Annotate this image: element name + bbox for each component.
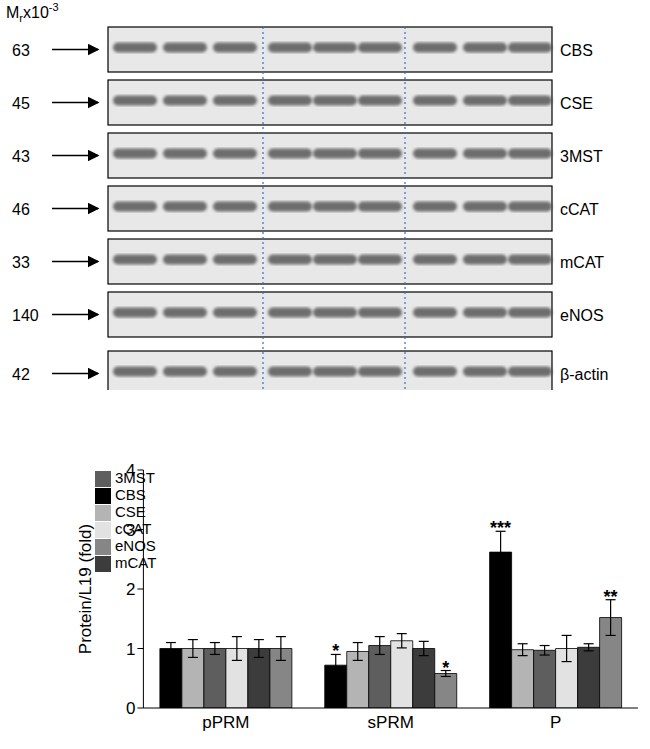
svg-text:β-actin: β-actin bbox=[560, 366, 608, 383]
svg-text:Mrx10-3: Mrx10-3 bbox=[8, 1, 59, 24]
svg-text:sPRM: sPRM bbox=[368, 713, 414, 732]
svg-text:3: 3 bbox=[126, 521, 135, 540]
svg-text:42: 42 bbox=[12, 366, 30, 383]
svg-text:3MST: 3MST bbox=[560, 148, 603, 165]
svg-text:*: * bbox=[332, 641, 339, 661]
svg-text:**: ** bbox=[604, 587, 618, 607]
svg-text:P: P bbox=[550, 713, 561, 732]
svg-text:mCAT: mCAT bbox=[560, 254, 604, 271]
svg-text:***: *** bbox=[490, 518, 511, 538]
svg-text:CSE: CSE bbox=[560, 95, 593, 112]
svg-text:43: 43 bbox=[12, 148, 30, 165]
svg-text:pPRM: pPRM bbox=[202, 713, 249, 732]
svg-text:*: * bbox=[442, 658, 449, 678]
svg-text:46: 46 bbox=[12, 201, 30, 218]
svg-text:0: 0 bbox=[126, 699, 135, 718]
svg-text:45: 45 bbox=[12, 95, 30, 112]
svg-text:1: 1 bbox=[126, 640, 135, 659]
svg-text:4: 4 bbox=[126, 461, 135, 480]
svg-text:63: 63 bbox=[12, 42, 30, 59]
svg-text:eNOS: eNOS bbox=[560, 307, 604, 324]
svg-text:140: 140 bbox=[12, 307, 39, 324]
svg-text:33: 33 bbox=[12, 254, 30, 271]
svg-text:CBS: CBS bbox=[560, 42, 593, 59]
svg-text:2: 2 bbox=[126, 580, 135, 599]
svg-text:Protein/L19 (fold): Protein/L19 (fold) bbox=[76, 524, 95, 654]
svg-text:cCAT: cCAT bbox=[560, 201, 599, 218]
